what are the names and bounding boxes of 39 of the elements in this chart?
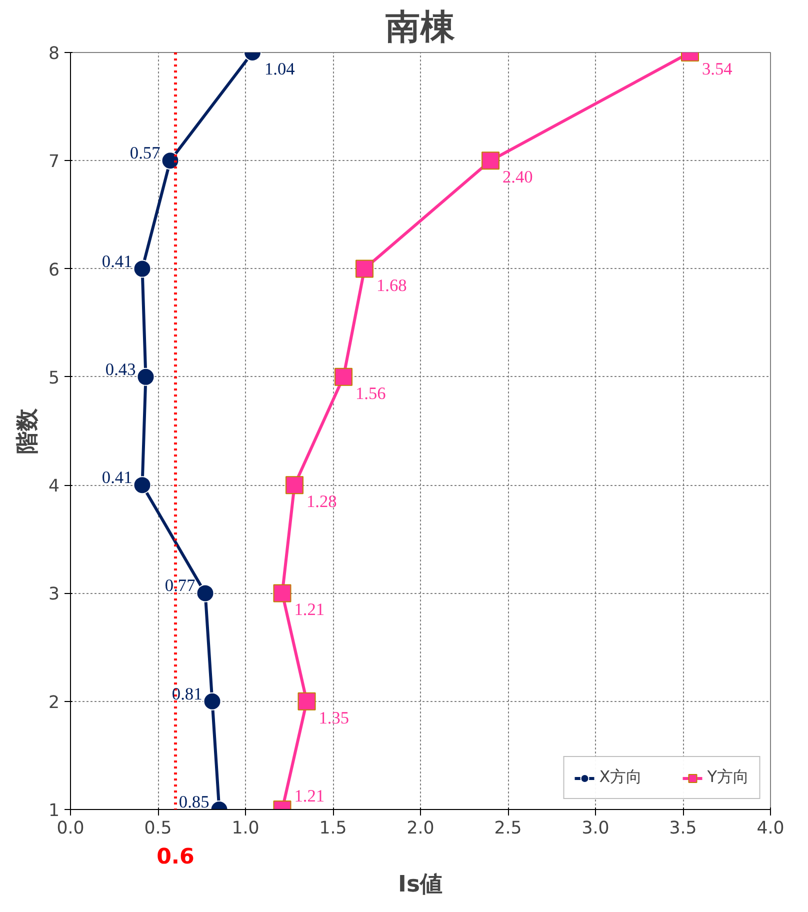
data-label: 0.43 xyxy=(105,360,136,379)
x-axis-title: Is値 xyxy=(398,872,443,898)
legend-label: X方向 xyxy=(599,767,642,788)
data-label: 0.41 xyxy=(102,468,132,488)
x-tick-label: 4.0 xyxy=(756,818,784,838)
y-tick-label: 3 xyxy=(48,584,60,605)
x-tick-label: 3.0 xyxy=(582,818,610,838)
data-label: 1.21 xyxy=(294,786,325,806)
y-axis-title: 階数 xyxy=(14,407,40,454)
data-label: 1.04 xyxy=(264,60,296,78)
data-label: 2.40 xyxy=(502,168,533,187)
y-tick-label: 1 xyxy=(48,801,60,821)
data-label: 0.85 xyxy=(178,792,210,812)
data-label: 0.41 xyxy=(102,252,132,271)
chart-title: 南棟 xyxy=(386,8,456,48)
data-label: 0.57 xyxy=(130,144,161,163)
y-tick-label: 5 xyxy=(48,368,60,388)
x-tick-label: 2.0 xyxy=(406,818,434,838)
y-tick-label: 6 xyxy=(48,260,60,280)
y-tick-label: 8 xyxy=(48,44,60,64)
data-label: 1.28 xyxy=(306,492,337,512)
data-label: 0.81 xyxy=(172,684,202,704)
x-tick-label: 0.0 xyxy=(56,818,84,838)
x-tick-label: 0.5 xyxy=(144,818,172,838)
data-label: 1.56 xyxy=(356,384,386,403)
data-label: 1.68 xyxy=(376,276,407,295)
data-label: 0.77 xyxy=(164,576,196,596)
ref-line-label: 0.6 xyxy=(156,844,194,870)
x-tick-label: 3.5 xyxy=(669,818,697,838)
y-tick-label: 4 xyxy=(48,476,60,497)
x-tick-label: 2.5 xyxy=(494,818,522,838)
data-label: 1.35 xyxy=(318,708,350,728)
data-label: 1.21 xyxy=(294,600,325,620)
legend-label: Y方向 xyxy=(707,767,749,788)
y-tick-label: 7 xyxy=(48,152,60,172)
data-label: 3.54 xyxy=(702,60,733,78)
x-tick-label: 1.5 xyxy=(319,818,347,838)
x-tick-label: 1.0 xyxy=(232,818,260,838)
y-tick-label: 2 xyxy=(48,692,60,713)
